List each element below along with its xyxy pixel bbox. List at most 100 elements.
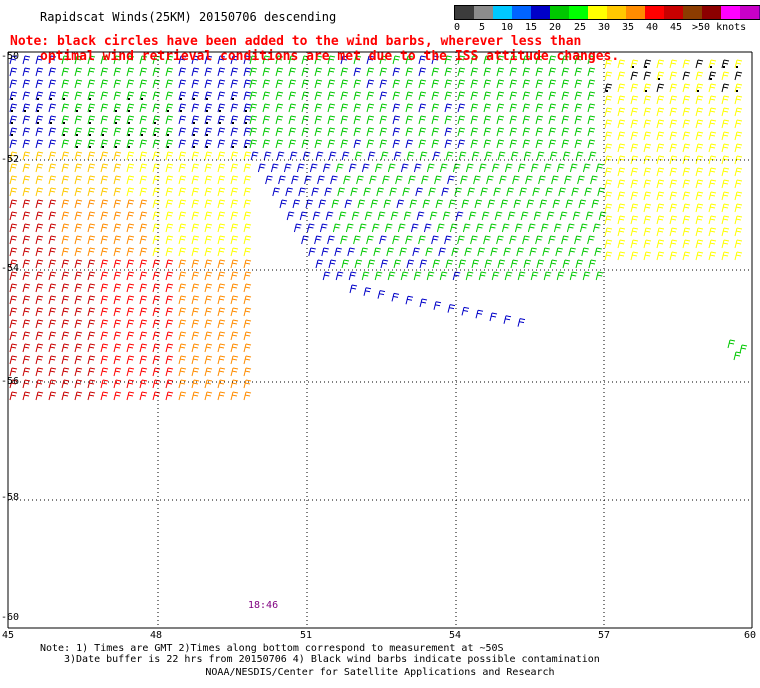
contamination-dot xyxy=(645,90,647,92)
wind-barb xyxy=(464,247,472,257)
wind-barb xyxy=(87,355,96,365)
wind-barb xyxy=(191,235,200,245)
wind-barb xyxy=(22,271,31,281)
wind-barb xyxy=(617,83,626,93)
wind-barb xyxy=(604,119,613,129)
wind-barb xyxy=(574,91,583,101)
contamination-dot xyxy=(736,66,738,68)
wind-barb xyxy=(535,55,544,65)
wind-barb xyxy=(349,284,358,294)
contamination-dot xyxy=(658,78,660,80)
wind-barb xyxy=(74,343,83,353)
wind-barb xyxy=(288,55,297,65)
wind-barb xyxy=(379,91,388,101)
wind-barb xyxy=(354,151,363,161)
wind-barb xyxy=(191,271,200,281)
wind-barb xyxy=(217,343,226,353)
wind-barb xyxy=(322,271,331,281)
wind-barb xyxy=(542,247,550,257)
lon-label: 45 xyxy=(2,630,15,641)
wind-barb xyxy=(230,295,239,305)
wind-barb xyxy=(314,103,323,113)
wind-barb xyxy=(126,331,135,341)
wind-barb xyxy=(139,271,148,281)
wind-barb xyxy=(444,67,453,77)
wind-barb xyxy=(243,199,252,209)
wind-barb xyxy=(587,139,596,149)
wind-barb xyxy=(243,271,252,281)
wind-barb xyxy=(178,223,187,233)
wind-barb xyxy=(217,211,226,221)
wind-barb xyxy=(262,67,271,77)
wind-barb xyxy=(506,187,514,197)
wind-barb xyxy=(74,331,83,341)
wind-barb xyxy=(298,187,306,197)
wind-barb xyxy=(418,115,427,125)
wind-barb xyxy=(100,103,109,113)
wind-barb xyxy=(230,175,239,185)
wind-barb xyxy=(556,271,565,281)
wind-barb xyxy=(509,115,518,125)
wind-barb xyxy=(152,211,161,221)
wind-barb xyxy=(204,151,213,161)
wind-barb xyxy=(523,259,532,269)
wind-barb xyxy=(585,211,594,221)
wind-barb xyxy=(405,103,414,113)
wind-barb xyxy=(191,151,200,161)
wind-barb xyxy=(288,79,297,89)
wind-barb xyxy=(509,235,517,245)
colorbar-label: 10 xyxy=(501,22,514,33)
wind-barb xyxy=(100,175,109,185)
wind-barb xyxy=(379,127,388,137)
wind-barb xyxy=(204,259,213,269)
wind-barb xyxy=(204,343,213,353)
wind-barb xyxy=(669,59,678,69)
wind-barb xyxy=(35,163,44,173)
wind-barb xyxy=(9,91,18,101)
wind-barb xyxy=(100,151,109,161)
wind-barb xyxy=(292,199,301,209)
wind-barb xyxy=(643,179,652,189)
wind-barb xyxy=(431,67,440,77)
wind-barb xyxy=(322,163,331,173)
wind-barb xyxy=(100,139,109,149)
wind-barb xyxy=(682,95,691,105)
contamination-dot xyxy=(167,134,169,136)
wind-barb xyxy=(444,235,452,245)
wind-barb xyxy=(204,199,213,209)
wind-barb xyxy=(588,259,597,269)
wind-barb xyxy=(470,103,479,113)
wind-barb xyxy=(571,187,579,197)
wind-barb xyxy=(379,139,388,149)
wind-barb xyxy=(178,271,187,281)
contamination-dot xyxy=(167,146,169,148)
colorbar-label: 40 xyxy=(646,22,659,33)
wind-barb xyxy=(230,55,239,65)
wind-barb xyxy=(35,211,44,221)
wind-barb xyxy=(230,283,239,293)
wind-barb xyxy=(22,259,31,269)
wind-barb xyxy=(126,175,135,185)
wind-barb xyxy=(575,151,584,161)
wind-barb xyxy=(353,55,362,65)
wind-barb xyxy=(87,187,96,197)
wind-barb xyxy=(373,247,381,257)
wind-barb xyxy=(61,127,70,137)
wind-barb xyxy=(293,223,302,233)
lat-label: -60 xyxy=(1,612,20,623)
wind-barb xyxy=(204,187,213,197)
wind-barb xyxy=(592,223,601,233)
wind-barb xyxy=(204,367,213,377)
wind-barb xyxy=(682,131,691,141)
wind-barb xyxy=(507,211,516,221)
wind-barb xyxy=(191,103,200,113)
wind-barb xyxy=(48,295,57,305)
lon-label: 60 xyxy=(744,630,757,641)
wind-barb xyxy=(178,211,187,221)
wind-barb xyxy=(48,151,57,161)
wind-barb xyxy=(61,187,70,197)
wind-barb xyxy=(262,55,271,65)
wind-barb xyxy=(604,239,613,249)
wind-barb xyxy=(35,103,44,113)
wind-barb xyxy=(556,163,565,173)
